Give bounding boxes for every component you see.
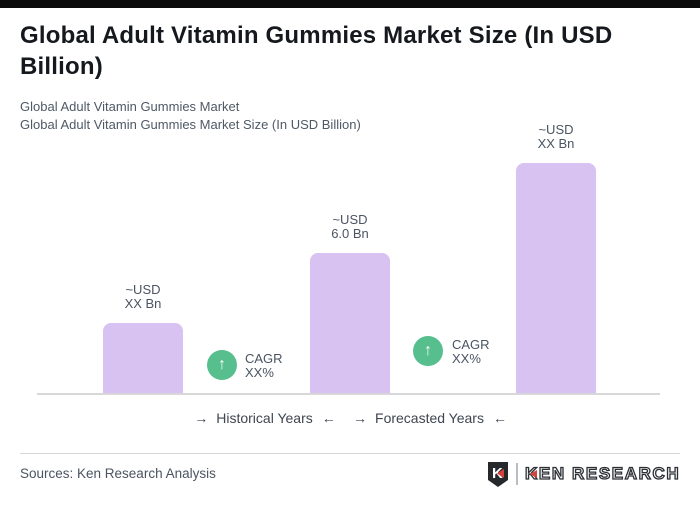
up-arrow-icon: ↑: [218, 356, 226, 373]
cagr-text-2: CAGR XX%: [452, 338, 490, 366]
logo-wordmark: KEN RESEARCH: [524, 463, 681, 484]
bar-1-label-line-1: ~USD: [125, 282, 161, 297]
chart-subtitle: Global Adult Vitamin Gummies Market Glob…: [20, 98, 640, 134]
bar-3-label-line-1: ~USD: [538, 122, 574, 137]
bar-value-label-2: ~USD 6.0 Bn: [290, 213, 410, 241]
left-arrow-icon: ←: [321, 410, 336, 426]
subtitle-line-1: Global Adult Vitamin Gummies Market: [20, 99, 240, 114]
axis-label-forecasted-years: → Forecasted Years ←: [353, 410, 507, 426]
footer-divider: [20, 453, 680, 454]
cagr-2-label: CAGR: [452, 337, 490, 352]
cagr-text-1: CAGR XX%: [245, 352, 283, 380]
right-arrow-icon: →: [194, 410, 209, 426]
x-axis-baseline: [37, 393, 660, 395]
cagr-2-value: XX%: [452, 351, 481, 366]
cagr-badge-1: ↑: [207, 350, 237, 380]
forecasted-years-label: Forecasted Years: [375, 410, 484, 426]
bar-2[interactable]: [310, 253, 390, 394]
up-arrow-icon: ↑: [424, 342, 432, 359]
page-title: Global Adult Vitamin Gummies Market Size…: [20, 22, 613, 80]
historical-years-label: Historical Years: [216, 410, 313, 426]
bar-3-label-line-2: XX Bn: [537, 136, 575, 151]
bar-2-label-line-2: 6.0 Bn: [331, 226, 369, 241]
logo-red-triangle-icon: [530, 470, 537, 478]
cagr-1-value: XX%: [245, 365, 274, 380]
ken-research-logo: K KEN RESEARCH: [487, 460, 680, 488]
cagr-1-label: CAGR: [245, 351, 283, 366]
axis-label-historical-years: → Historical Years ←: [194, 410, 336, 426]
bar-value-label-3: ~USD XX Bn: [496, 123, 616, 151]
cagr-badge-2: ↑: [413, 336, 443, 366]
bar-3[interactable]: [516, 163, 596, 394]
bar-1[interactable]: [103, 323, 183, 394]
logo-separator: [516, 463, 518, 485]
bar-2-label-line-1: ~USD: [332, 212, 368, 227]
subtitle-line-2: Global Adult Vitamin Gummies Market Size…: [20, 117, 361, 132]
top-black-bar: [0, 0, 700, 8]
sources-text: Sources: Ken Research Analysis: [20, 466, 216, 481]
left-arrow-icon: ←: [492, 410, 507, 426]
bar-value-label-1: ~USD XX Bn: [83, 283, 203, 311]
bar-1-label-line-2: XX Bn: [124, 296, 162, 311]
right-arrow-icon: →: [353, 410, 368, 426]
logo-text: KEN RESEARCH: [524, 463, 681, 483]
ken-research-shield-icon: K: [488, 461, 508, 487]
